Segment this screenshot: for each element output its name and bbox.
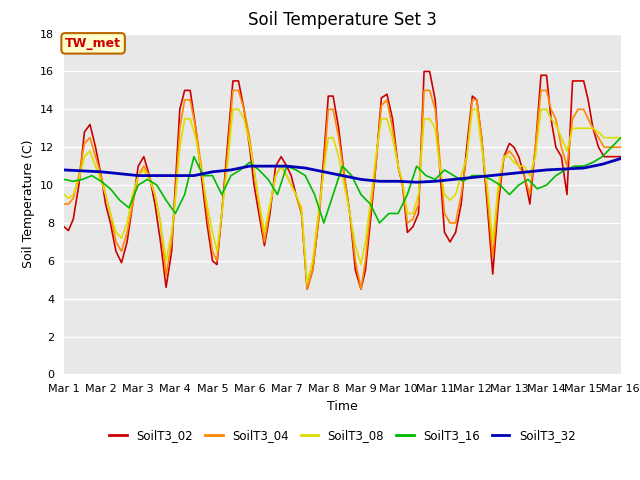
- SoilT3_32: [97, 169, 105, 175]
- SoilT3_02: [60, 224, 68, 229]
- Text: TW_met: TW_met: [65, 37, 121, 50]
- SoilT3_08: [75, 177, 83, 182]
- SoilT3_32: [172, 173, 179, 179]
- SoilT3_32: [450, 177, 458, 182]
- SoilT3_02: [75, 182, 83, 188]
- SoilT3_32: [339, 173, 346, 179]
- Legend: SoilT3_02, SoilT3_04, SoilT3_08, SoilT3_16, SoilT3_32: SoilT3_02, SoilT3_04, SoilT3_08, SoilT3_…: [104, 425, 580, 447]
- SoilT3_16: [255, 167, 263, 173]
- SoilT3_04: [303, 286, 311, 292]
- SoilT3_32: [116, 171, 124, 177]
- SoilT3_16: [60, 177, 68, 182]
- SoilT3_02: [431, 97, 439, 103]
- SoilT3_16: [172, 211, 179, 216]
- SoilT3_02: [303, 286, 311, 292]
- SoilT3_04: [431, 107, 439, 112]
- SoilT3_16: [366, 201, 374, 207]
- SoilT3_04: [399, 182, 406, 188]
- SoilT3_32: [561, 166, 569, 172]
- SoilT3_32: [506, 171, 513, 177]
- SoilT3_32: [617, 156, 625, 161]
- SoilT3_02: [388, 116, 396, 121]
- SoilT3_04: [75, 173, 83, 179]
- SoilT3_32: [246, 163, 253, 169]
- SoilT3_32: [60, 167, 68, 173]
- SoilT3_04: [552, 116, 559, 121]
- SoilT3_08: [303, 281, 311, 287]
- Line: SoilT3_32: SoilT3_32: [64, 158, 621, 182]
- SoilT3_32: [543, 167, 550, 173]
- SoilT3_08: [452, 192, 460, 197]
- SoilT3_08: [399, 179, 406, 184]
- SoilT3_32: [301, 165, 309, 171]
- SoilT3_08: [60, 192, 68, 197]
- X-axis label: Time: Time: [327, 400, 358, 413]
- SoilT3_32: [320, 169, 328, 175]
- SoilT3_16: [552, 173, 559, 179]
- SoilT3_02: [420, 69, 428, 74]
- SoilT3_04: [60, 201, 68, 207]
- SoilT3_02: [394, 163, 402, 169]
- SoilT3_32: [524, 169, 532, 175]
- Title: Soil Temperature Set 3: Soil Temperature Set 3: [248, 11, 437, 29]
- SoilT3_32: [264, 163, 272, 169]
- Y-axis label: Soil Temperature (C): Soil Temperature (C): [22, 140, 35, 268]
- SoilT3_32: [190, 173, 198, 179]
- SoilT3_04: [617, 144, 625, 150]
- SoilT3_32: [431, 179, 439, 184]
- SoilT3_16: [190, 154, 198, 159]
- SoilT3_32: [468, 175, 476, 180]
- SoilT3_32: [283, 163, 291, 169]
- SoilT3_02: [552, 144, 559, 150]
- SoilT3_08: [431, 125, 439, 131]
- SoilT3_08: [552, 121, 559, 127]
- SoilT3_16: [617, 135, 625, 141]
- SoilT3_32: [209, 169, 216, 175]
- SoilT3_32: [134, 173, 142, 179]
- SoilT3_32: [376, 179, 383, 184]
- SoilT3_16: [320, 220, 328, 226]
- SoilT3_32: [227, 167, 235, 173]
- SoilT3_32: [153, 173, 161, 179]
- SoilT3_02: [452, 229, 460, 235]
- SoilT3_16: [403, 192, 411, 197]
- Line: SoilT3_16: SoilT3_16: [64, 138, 621, 223]
- Line: SoilT3_08: SoilT3_08: [64, 109, 621, 284]
- SoilT3_08: [229, 107, 237, 112]
- SoilT3_32: [598, 161, 606, 167]
- SoilT3_32: [487, 173, 495, 179]
- SoilT3_08: [617, 135, 625, 141]
- Line: SoilT3_04: SoilT3_04: [64, 90, 621, 289]
- SoilT3_04: [229, 87, 237, 93]
- SoilT3_32: [79, 168, 86, 174]
- SoilT3_32: [580, 165, 588, 171]
- SoilT3_04: [452, 220, 460, 226]
- SoilT3_04: [394, 163, 402, 169]
- SoilT3_32: [357, 177, 365, 182]
- SoilT3_08: [394, 163, 402, 169]
- SoilT3_32: [413, 180, 420, 185]
- Line: SoilT3_02: SoilT3_02: [64, 72, 621, 289]
- SoilT3_32: [394, 179, 402, 184]
- SoilT3_02: [617, 154, 625, 159]
